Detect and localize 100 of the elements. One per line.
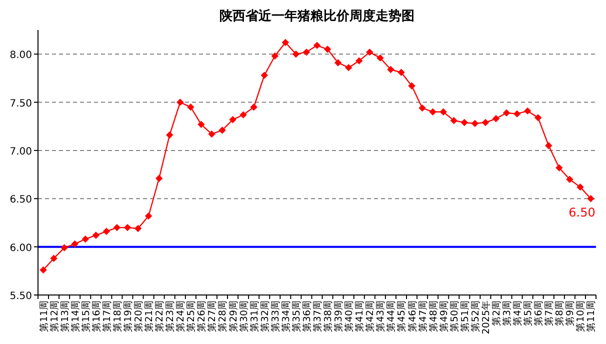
x-tick-label: 第17周 <box>100 300 113 332</box>
x-tick-label: 第20周 <box>132 300 145 332</box>
point <box>302 48 310 56</box>
x-tick-label: 第48周 <box>427 300 440 332</box>
x-tick-label: 第42周 <box>364 300 376 332</box>
x-tick-label: 第46周 <box>406 300 418 332</box>
point <box>240 111 247 118</box>
point <box>40 266 47 274</box>
point <box>344 64 352 72</box>
point <box>187 103 194 111</box>
y-tick-label: 5.50 <box>10 291 32 302</box>
point <box>587 195 594 202</box>
point <box>566 176 574 183</box>
point <box>334 59 342 66</box>
point <box>313 42 321 50</box>
point <box>356 57 363 64</box>
x-tick-label: 第52周 <box>469 300 482 332</box>
point <box>124 224 132 232</box>
x-tick-label: 第10周 <box>574 300 587 332</box>
x-tick-label: 第31周 <box>248 300 260 332</box>
x-tick-label: 第30周 <box>238 300 250 332</box>
y-tick-label: 6.50 <box>10 194 32 206</box>
x-tick-label: 第37周 <box>312 300 324 332</box>
x-tick-label: 第39周 <box>332 300 345 332</box>
x-tick-label: 2025年 <box>480 300 492 334</box>
point <box>576 183 584 191</box>
point <box>82 236 89 243</box>
point <box>155 174 163 182</box>
x-tick-label: 第13周 <box>58 300 71 332</box>
x-tick-label: 第34周 <box>280 300 292 332</box>
point <box>113 224 121 232</box>
x-tick-label: 第49周 <box>438 300 450 332</box>
x-tick-label: 第9周 <box>564 300 576 326</box>
x-tick-label: 第7周 <box>543 300 556 326</box>
y-tick-label: 8.00 <box>10 50 32 62</box>
x-tick-label: 第26周 <box>196 300 208 332</box>
point <box>166 131 174 139</box>
x-tick-label: 第28周 <box>216 300 229 332</box>
x-tick-label: 第24周 <box>174 300 187 332</box>
point <box>408 82 416 90</box>
x-tick-label: 第25周 <box>185 300 198 332</box>
point <box>229 116 236 124</box>
point <box>292 50 300 58</box>
x-tick-label: 第32周 <box>258 300 271 332</box>
point <box>324 46 332 53</box>
point <box>429 108 436 116</box>
x-tick-label: 第11周 <box>38 300 50 332</box>
chart-title: 陕西省近一年猪粮比价周度走势图 <box>220 8 414 24</box>
point <box>60 244 68 252</box>
x-tick-label: 第45周 <box>396 300 408 332</box>
x-tick-label: 第29周 <box>227 300 240 332</box>
point <box>92 232 100 239</box>
x-tick-label: 第12周 <box>48 300 60 332</box>
x-tick-label: 第47周 <box>416 300 429 332</box>
point <box>513 110 521 118</box>
point <box>376 54 384 62</box>
point <box>271 52 278 60</box>
point <box>134 224 142 232</box>
y-tick-label: 6.00 <box>10 242 32 254</box>
point <box>144 212 152 220</box>
point <box>260 72 268 79</box>
x-tick-label: 第41周 <box>354 300 366 332</box>
x-tick-label: 第15周 <box>80 300 92 332</box>
point <box>450 116 458 124</box>
x-tick-label: 第3周 <box>501 300 514 326</box>
point <box>176 98 184 106</box>
point <box>545 142 552 150</box>
x-tick-label: 第27周 <box>206 300 218 332</box>
point <box>282 38 290 46</box>
x-tick-label: 第38周 <box>322 300 334 332</box>
x-tick-label: 第33周 <box>269 300 282 332</box>
x-tick-label: 第2周 <box>490 300 502 326</box>
x-tick-label: 第50周 <box>448 300 460 332</box>
data-label: 6.50 <box>568 206 596 220</box>
x-tick-label: 第11周 <box>585 300 598 332</box>
x-tick-label: 第43周 <box>374 300 387 332</box>
point <box>102 228 110 235</box>
x-tick-label: 第23周 <box>164 300 176 332</box>
x-tick-label: 第36周 <box>300 300 313 332</box>
x-tick-label: 第51周 <box>458 300 471 332</box>
point <box>524 107 532 115</box>
x-tick-label: 第18周 <box>111 300 124 332</box>
point <box>250 103 258 111</box>
point <box>366 48 374 56</box>
point <box>556 164 563 172</box>
point <box>460 118 468 126</box>
point <box>198 120 205 128</box>
x-tick-label: 第40周 <box>343 300 356 332</box>
point <box>50 254 58 262</box>
point <box>387 66 394 74</box>
point <box>418 104 426 112</box>
point <box>71 240 78 248</box>
x-tick-label: 第4周 <box>512 300 524 326</box>
y-tick-label: 7.00 <box>10 146 32 158</box>
point <box>218 126 226 134</box>
x-tick-label: 第21周 <box>143 300 156 332</box>
point <box>492 115 500 122</box>
x-tick-label: 第16周 <box>90 300 102 332</box>
point <box>208 130 216 138</box>
x-tick-label: 第44周 <box>385 300 398 332</box>
